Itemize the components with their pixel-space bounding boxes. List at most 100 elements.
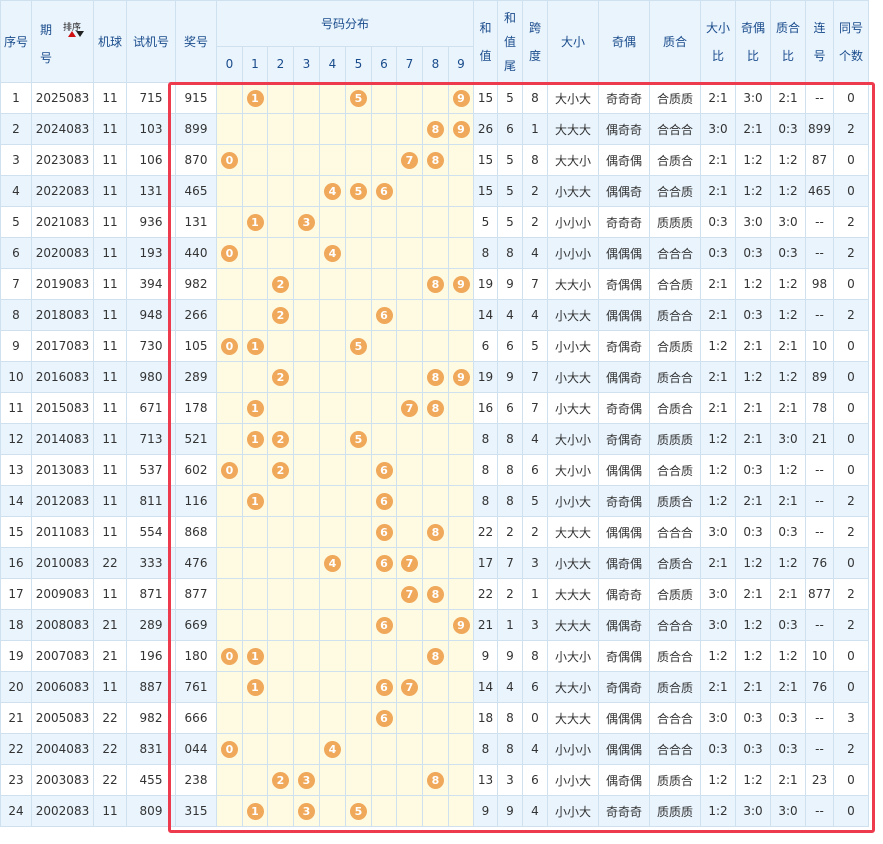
dist-cell-3 bbox=[293, 299, 320, 331]
digit-ball: 1 bbox=[246, 89, 264, 107]
dist-cell-0: 0 bbox=[216, 144, 243, 176]
cell-sr: 1:2 bbox=[700, 640, 736, 672]
dist-cell-1: 1 bbox=[242, 392, 268, 424]
dist-cell-2 bbox=[267, 82, 294, 114]
dist-cell-9 bbox=[448, 733, 474, 765]
cell-pr: 2:1 bbox=[735, 113, 771, 145]
cell-tail: 4 bbox=[497, 671, 523, 703]
cell-tail: 2 bbox=[497, 516, 523, 548]
cell-parity: 偶奇奇 bbox=[598, 578, 650, 610]
cell-machine: 21 bbox=[93, 609, 127, 641]
cell-tail: 8 bbox=[497, 237, 523, 269]
dist-cell-2: 2 bbox=[267, 268, 294, 300]
cell-tail: 9 bbox=[497, 361, 523, 393]
dist-cell-4 bbox=[319, 671, 346, 703]
dist-cell-3: 3 bbox=[293, 795, 320, 827]
cell-pr: 2:1 bbox=[735, 330, 771, 362]
cell-sum: 5 bbox=[473, 206, 498, 238]
cell-span: 8 bbox=[522, 640, 548, 672]
cell-same: 2 bbox=[833, 733, 869, 765]
cell-tail: 8 bbox=[497, 485, 523, 517]
dist-cell-2 bbox=[267, 237, 294, 269]
cell-sr: 2:1 bbox=[700, 82, 736, 114]
cell-qr: 1:2 bbox=[770, 144, 806, 176]
cell-sr: 2:1 bbox=[700, 144, 736, 176]
table-row: 6 2020083 11 193 440 0 4 8 8 4 小小小 偶偶偶 合合合 0:3 0:3 0:3-… bbox=[0, 237, 869, 269]
cell-trial: 333 bbox=[126, 547, 176, 579]
cell-span: 5 bbox=[522, 485, 548, 517]
dist-cell-4 bbox=[319, 82, 346, 114]
cell-prime: 合合质 bbox=[649, 454, 701, 486]
dist-cell-7 bbox=[396, 485, 423, 517]
cell-parity: 偶偶偶 bbox=[598, 454, 650, 486]
digit-ball: 7 bbox=[401, 399, 418, 417]
cell-same: 0 bbox=[833, 640, 869, 672]
digit-ball: 2 bbox=[272, 430, 289, 448]
dist-cell-0 bbox=[216, 547, 243, 579]
dist-cell-5 bbox=[345, 237, 372, 269]
cell-same: 2 bbox=[833, 516, 869, 548]
cell-seq: 22 bbox=[0, 733, 32, 765]
cell-trial: 106 bbox=[126, 144, 176, 176]
cell-qr: 3:0 bbox=[770, 795, 806, 827]
dist-cell-8: 8 bbox=[422, 361, 449, 393]
table-row: 17 2009083 11 871 877 7 8 22 2 1 大大大 偶奇奇 合质质 3:0 2:1 2:… bbox=[0, 578, 869, 610]
cell-issue: 2020083 bbox=[31, 237, 94, 269]
cell-pr: 1:2 bbox=[735, 764, 771, 796]
cell-pr: 0:3 bbox=[735, 516, 771, 548]
cell-lian: -- bbox=[805, 609, 834, 641]
cell-same: 0 bbox=[833, 423, 869, 455]
dist-cell-2: 2 bbox=[267, 423, 294, 455]
dist-cell-3 bbox=[293, 330, 320, 362]
dist-cell-6: 6 bbox=[371, 671, 397, 703]
cell-sr: 1:2 bbox=[700, 795, 736, 827]
cell-prime: 质合合 bbox=[649, 361, 701, 393]
cell-tail: 1 bbox=[497, 609, 523, 641]
digit-ball: 6 bbox=[375, 554, 393, 572]
dist-cell-9 bbox=[448, 175, 474, 207]
cell-lian: -- bbox=[805, 516, 834, 548]
cell-same: 0 bbox=[833, 392, 869, 424]
cell-qr: 0:3 bbox=[770, 609, 806, 641]
cell-issue: 2004083 bbox=[31, 733, 94, 765]
cell-prime: 合质合 bbox=[649, 547, 701, 579]
cell-parity: 偶奇偶 bbox=[598, 764, 650, 796]
cell-trial: 455 bbox=[126, 764, 176, 796]
digit-ball: 1 bbox=[246, 337, 264, 355]
dist-cell-7 bbox=[396, 113, 423, 145]
dist-cell-4 bbox=[319, 454, 346, 486]
cell-seq: 17 bbox=[0, 578, 32, 610]
cell-same: 2 bbox=[833, 237, 869, 269]
dist-cell-7 bbox=[396, 206, 423, 238]
cell-sum: 17 bbox=[473, 547, 498, 579]
col-issue-header[interactable]: 期 排序 号 bbox=[31, 0, 94, 83]
cell-pr: 0:3 bbox=[735, 237, 771, 269]
cell-size: 大大小 bbox=[547, 144, 599, 176]
digit-ball: 9 bbox=[452, 616, 470, 634]
dist-cell-4 bbox=[319, 206, 346, 238]
cell-parity: 奇奇奇 bbox=[598, 795, 650, 827]
digit-ball: 3 bbox=[298, 802, 315, 820]
cell-same: 0 bbox=[833, 454, 869, 486]
dist-cell-5 bbox=[345, 578, 372, 610]
dist-cell-6: 6 bbox=[371, 702, 397, 734]
digit-ball: 0 bbox=[221, 244, 238, 262]
digit-ball: 8 bbox=[427, 647, 444, 665]
dist-cell-8 bbox=[422, 733, 449, 765]
cell-span: 1 bbox=[522, 113, 548, 145]
dist-cell-0 bbox=[216, 702, 243, 734]
cell-sum: 13 bbox=[473, 764, 498, 796]
dist-cell-8 bbox=[422, 206, 449, 238]
table-row: 5 2021083 11 936 131 1 3 5 5 2 小小小 奇奇奇 质质质 0:3 3:0 3:0-… bbox=[0, 206, 869, 238]
cell-same: 2 bbox=[833, 113, 869, 145]
cell-qr: 2:1 bbox=[770, 330, 806, 362]
dist-cell-3: 3 bbox=[293, 206, 320, 238]
cell-machine: 11 bbox=[93, 206, 127, 238]
sort-toggle[interactable]: 排序 bbox=[63, 21, 87, 39]
dist-cell-1 bbox=[242, 268, 268, 300]
dist-cell-8 bbox=[422, 175, 449, 207]
dist-cell-0 bbox=[216, 113, 243, 145]
cell-tail: 3 bbox=[497, 764, 523, 796]
col-distribution-header: 号码分布 bbox=[216, 0, 474, 47]
cell-sum: 14 bbox=[473, 299, 498, 331]
